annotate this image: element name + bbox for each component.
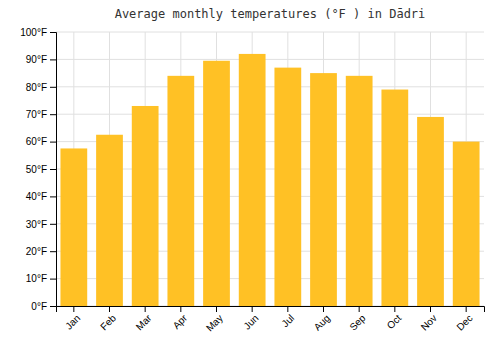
axis-line	[50, 33, 57, 307]
tick: 30°F	[26, 219, 56, 230]
tick: Jun	[241, 306, 260, 332]
tick-mark	[50, 32, 56, 33]
tick-mark	[50, 224, 56, 225]
bars	[60, 54, 479, 306]
tick-mark	[145, 306, 146, 312]
tick: 80°F	[26, 82, 56, 93]
x-axis: Jan Feb Mar Apr May Jun Jul Aug Sep Oct Nov Dec	[57, 306, 485, 334]
grid-line-y	[56, 114, 484, 115]
bar	[132, 106, 159, 306]
y-axis: 0°F 10°F 20°F 30°F 40°F 50°F 60°F 70°F 80°F 90°F 1…	[20, 27, 56, 312]
bar	[239, 54, 266, 306]
tick-mark	[50, 251, 56, 252]
tick: Aug	[312, 306, 332, 333]
bar	[417, 117, 444, 306]
tick: Sep	[347, 306, 368, 333]
tick-label: 30°F	[26, 219, 47, 230]
tick-label: 20°F	[26, 246, 47, 257]
bar	[310, 73, 337, 306]
tick: Apr	[171, 306, 190, 331]
bar	[274, 68, 301, 306]
tick-label: 100°F	[20, 27, 47, 38]
tick-mark	[323, 306, 324, 312]
tick-mark	[394, 306, 395, 312]
bar	[60, 148, 87, 306]
grid-line-y	[56, 59, 484, 60]
tick-label: Feb	[98, 312, 118, 332]
tick-mark	[50, 142, 56, 143]
tick-mark	[73, 306, 74, 312]
tick: Mar	[134, 306, 154, 332]
tick: 0°F	[31, 301, 56, 312]
tick-mark	[50, 196, 56, 197]
tick: 90°F	[26, 54, 56, 65]
tick-mark	[252, 306, 253, 312]
tick: 50°F	[26, 164, 56, 175]
tick-label: Jul	[279, 312, 296, 329]
bar	[346, 76, 373, 306]
tick-label: Oct	[385, 312, 404, 331]
tick-mark	[216, 306, 217, 312]
tick-label: 60°F	[26, 136, 47, 147]
bar	[453, 142, 480, 306]
tick: Dec	[454, 306, 474, 333]
tick-label: 40°F	[26, 191, 47, 202]
tick-mark	[359, 306, 360, 312]
tick-label: 70°F	[26, 109, 47, 120]
tick-label: Apr	[171, 312, 190, 331]
tick-mark	[50, 87, 56, 88]
tick: 10°F	[26, 273, 56, 284]
tick-label: Jan	[63, 312, 82, 331]
tick-label: Nov	[419, 312, 439, 332]
bar	[203, 61, 230, 306]
tick-mark	[466, 306, 467, 312]
tick-mark	[50, 169, 56, 170]
bar	[96, 135, 123, 306]
tick-label: 50°F	[26, 164, 47, 175]
tick-label: Dec	[454, 312, 474, 332]
tick-label: Aug	[312, 312, 332, 332]
tick: 60°F	[26, 136, 56, 147]
tick-label: Jun	[241, 312, 260, 331]
tick-mark	[180, 306, 181, 312]
chart: Average monthly temperatures (°F ) in Dā…	[0, 0, 500, 350]
tick-mark	[50, 279, 56, 280]
bar	[381, 90, 408, 306]
tick: Oct	[385, 306, 404, 331]
plot: 0°F 10°F 20°F 30°F 40°F 50°F 60°F 70°F 80°F 90°F 1…	[20, 27, 484, 334]
tick-label: 90°F	[26, 54, 47, 65]
tick-mark	[50, 114, 56, 115]
tick-mark	[430, 306, 431, 312]
axis-line	[57, 307, 485, 313]
tick: 20°F	[26, 246, 56, 257]
grid-line-y	[56, 32, 484, 33]
tick-label: May	[204, 312, 225, 333]
tick: Jan	[63, 306, 82, 332]
tick-mark	[287, 306, 288, 312]
tick: Nov	[419, 306, 439, 333]
tick: May	[204, 306, 225, 334]
tick: Feb	[98, 306, 118, 332]
tick: 70°F	[26, 109, 56, 120]
tick-label: 0°F	[31, 301, 47, 312]
grid-line-y	[56, 86, 484, 87]
title: Average monthly temperatures (°F ) in Dā…	[115, 7, 426, 21]
tick-mark	[50, 59, 56, 60]
tick-mark	[109, 306, 110, 312]
tick-label: Sep	[347, 312, 368, 333]
tick-label: 10°F	[26, 273, 47, 284]
grid	[56, 32, 484, 306]
tick: 40°F	[26, 191, 56, 202]
tick-label: Mar	[134, 312, 154, 332]
bar	[167, 76, 194, 306]
tick: 100°F	[20, 27, 56, 38]
tick: Jul	[279, 306, 296, 329]
tick-mark	[50, 306, 56, 307]
tick-label: 80°F	[26, 82, 47, 93]
